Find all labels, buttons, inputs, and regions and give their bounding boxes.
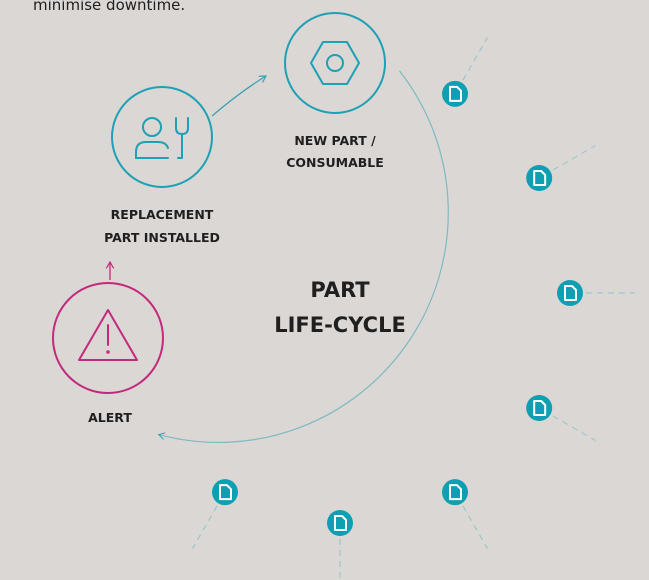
new-part-icon xyxy=(284,12,386,114)
document-badge xyxy=(327,510,353,536)
badge-circle xyxy=(442,479,468,506)
document-badge xyxy=(526,165,553,191)
node-label: CONSUMABLE xyxy=(286,155,384,170)
center-label: LIFE-CYCLE xyxy=(274,313,406,337)
badge-circle xyxy=(327,510,353,536)
badge-circle xyxy=(442,80,468,107)
alert-icon xyxy=(52,282,164,394)
dashed-spoke xyxy=(462,505,488,549)
node-label: NEW PART / xyxy=(294,133,376,148)
intro-text: minimise downtime. xyxy=(33,0,185,14)
center-label: PART xyxy=(310,278,370,302)
badge-circle xyxy=(557,280,583,306)
replacement-icon xyxy=(111,86,213,188)
dashed-spoke xyxy=(552,145,596,171)
document-badge xyxy=(442,80,468,107)
document-icon xyxy=(533,400,547,416)
document-icon xyxy=(564,285,577,301)
node-label: PART INSTALLED xyxy=(104,230,220,245)
node-label: REPLACEMENT xyxy=(111,207,214,222)
ring-arc xyxy=(157,70,449,444)
badge-circle xyxy=(526,165,553,191)
document-icon xyxy=(334,515,347,531)
document-icon xyxy=(449,484,462,501)
badge-circle xyxy=(526,395,553,421)
document-icon xyxy=(449,85,462,102)
document-icon xyxy=(219,484,232,501)
document-icon xyxy=(533,170,547,186)
document-badge xyxy=(526,395,553,421)
dashed-spoke xyxy=(192,505,218,549)
document-badge xyxy=(557,280,583,306)
dashed-spoke xyxy=(462,37,488,81)
arrow xyxy=(211,75,268,117)
badge-circle xyxy=(212,479,238,506)
life-cycle-ring xyxy=(157,37,635,580)
document-badge xyxy=(212,479,238,506)
document-badge xyxy=(442,479,468,506)
dashed-spoke xyxy=(552,415,596,441)
node-label: ALERT xyxy=(88,410,132,425)
